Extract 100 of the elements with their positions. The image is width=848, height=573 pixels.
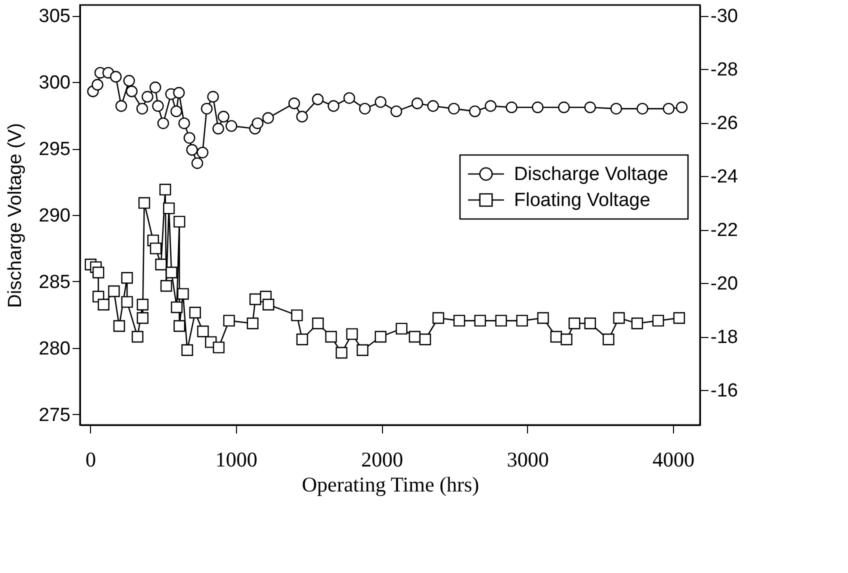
point — [408, 330, 421, 343]
point — [177, 288, 189, 300]
point — [252, 117, 264, 130]
point — [602, 334, 614, 346]
point — [673, 312, 686, 324]
y-tick-label: 290 — [38, 206, 70, 226]
point — [152, 100, 164, 112]
point — [136, 312, 148, 324]
point — [136, 298, 148, 310]
point — [453, 314, 466, 327]
point — [178, 117, 190, 130]
point — [223, 314, 235, 327]
point — [506, 102, 518, 114]
point — [155, 258, 167, 270]
point — [226, 120, 238, 132]
point — [296, 110, 308, 122]
point — [110, 70, 122, 83]
legend-label: Floating Voltage — [514, 190, 650, 211]
point — [115, 100, 128, 112]
point — [249, 293, 262, 306]
point — [532, 102, 544, 114]
point — [121, 272, 133, 284]
point — [186, 144, 198, 156]
y-axis-title: Discharge Voltage (V) — [4, 123, 26, 308]
point — [157, 117, 170, 130]
x-tick-label: 2000 — [361, 448, 404, 472]
point — [173, 86, 185, 99]
point — [138, 197, 150, 209]
point — [142, 90, 154, 103]
point — [200, 102, 213, 115]
point — [448, 102, 460, 115]
point — [432, 312, 444, 324]
point — [174, 320, 186, 332]
point — [662, 102, 675, 115]
point — [484, 100, 496, 112]
point — [613, 312, 625, 324]
point — [121, 296, 133, 308]
point — [207, 90, 219, 103]
point — [359, 102, 371, 115]
point — [108, 285, 120, 298]
point — [291, 309, 303, 322]
point — [262, 112, 274, 124]
point — [346, 328, 358, 340]
y2-tick-label: -16 — [710, 380, 738, 402]
point — [262, 298, 274, 310]
point — [336, 346, 348, 359]
point — [170, 105, 182, 118]
point — [98, 298, 110, 310]
point — [136, 102, 148, 115]
x-axis-title: Operating Time (hrs) — [302, 472, 480, 496]
point — [150, 242, 162, 254]
y2-tick-label: -18 — [710, 327, 738, 348]
y-tick-label: 275 — [38, 404, 70, 426]
point — [584, 318, 596, 330]
y-tick-label: 305 — [38, 6, 70, 28]
point — [411, 98, 424, 110]
point — [390, 105, 402, 118]
point — [631, 318, 644, 330]
x-tick-label: 3000 — [506, 448, 549, 472]
point — [636, 102, 648, 115]
point — [325, 330, 337, 343]
point — [312, 94, 324, 106]
point — [246, 318, 259, 330]
point — [516, 314, 528, 327]
y-tick-label: 295 — [38, 139, 70, 160]
x-tick-label: 4000 — [652, 448, 695, 472]
point — [568, 318, 580, 330]
y-tick-label: 280 — [38, 338, 70, 360]
point — [610, 102, 622, 115]
point — [160, 280, 172, 292]
point — [374, 330, 386, 343]
point — [218, 110, 230, 122]
point — [427, 100, 439, 112]
y2-tick-label: -30 — [710, 6, 738, 28]
point — [113, 320, 126, 332]
point — [170, 301, 183, 314]
point — [537, 312, 549, 324]
y2-tick-label: -22 — [710, 220, 738, 242]
point — [196, 146, 208, 158]
point — [132, 330, 144, 343]
y-tick-label: 300 — [38, 72, 70, 94]
point — [212, 342, 225, 354]
point — [312, 318, 324, 330]
point — [163, 202, 175, 214]
point — [166, 266, 178, 278]
point — [584, 102, 596, 114]
y2-tick-label: -28 — [710, 60, 738, 81]
point — [288, 98, 300, 110]
point — [469, 105, 481, 118]
point — [356, 344, 368, 356]
point — [189, 306, 201, 318]
point — [149, 82, 162, 94]
point — [328, 100, 340, 112]
point — [495, 314, 507, 327]
point — [184, 132, 196, 144]
point — [159, 184, 172, 196]
point — [652, 314, 664, 327]
y2-tick-label: -26 — [710, 113, 738, 134]
point — [126, 86, 138, 98]
point — [558, 102, 570, 114]
